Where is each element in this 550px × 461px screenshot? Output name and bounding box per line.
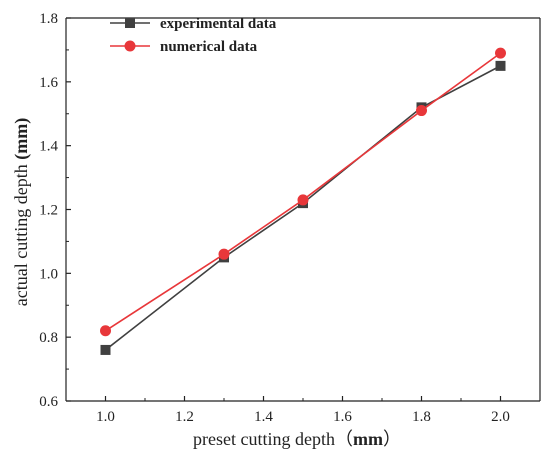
y-tick-label: 0.8 — [39, 330, 58, 346]
x-tick-label: 1.8 — [412, 409, 431, 425]
legend-marker — [125, 18, 135, 28]
x-tick-label: 1.0 — [96, 409, 115, 425]
x-tick-label: 2.0 — [491, 409, 510, 425]
x-tick-label: 1.6 — [333, 409, 352, 425]
series-layer — [100, 47, 506, 355]
series-numerical — [100, 47, 506, 337]
y-tick-label: 0.6 — [39, 394, 58, 410]
data-point — [100, 344, 111, 355]
y-tick-label: 1.4 — [39, 139, 58, 155]
data-point — [100, 325, 111, 337]
series-line — [105, 52, 501, 332]
x-ticks: 1.0 1.2 1.4 1.6 1.8 2.0 — [96, 396, 510, 425]
y-axis-title: actual cutting depth (mm) — [11, 118, 32, 306]
data-point — [495, 60, 506, 71]
x-axis-title: preset cutting depth（mm） — [193, 429, 401, 449]
y-tick-label: 1.2 — [39, 203, 58, 219]
x-tick-label: 1.2 — [175, 409, 194, 425]
y-tick-label: 1.0 — [39, 266, 58, 282]
legend-label: numerical data — [160, 39, 258, 55]
y-tick-label: 1.8 — [39, 11, 58, 27]
legend-item: experimental data — [110, 16, 277, 32]
legend-marker — [124, 40, 136, 52]
data-point — [297, 194, 309, 206]
data-point — [218, 248, 230, 260]
legend: experimental data numerical data — [110, 16, 277, 55]
legend-label: experimental data — [160, 16, 277, 32]
legend-item: numerical data — [110, 39, 258, 55]
x-tick-label: 1.4 — [254, 409, 273, 425]
y-ticks: 0.6 0.8 1.0 1.2 1.4 1.6 1.8 — [39, 11, 71, 410]
y-tick-label: 1.6 — [39, 75, 58, 91]
data-point — [495, 47, 506, 59]
data-point — [416, 105, 427, 117]
series-experimental — [100, 60, 506, 355]
